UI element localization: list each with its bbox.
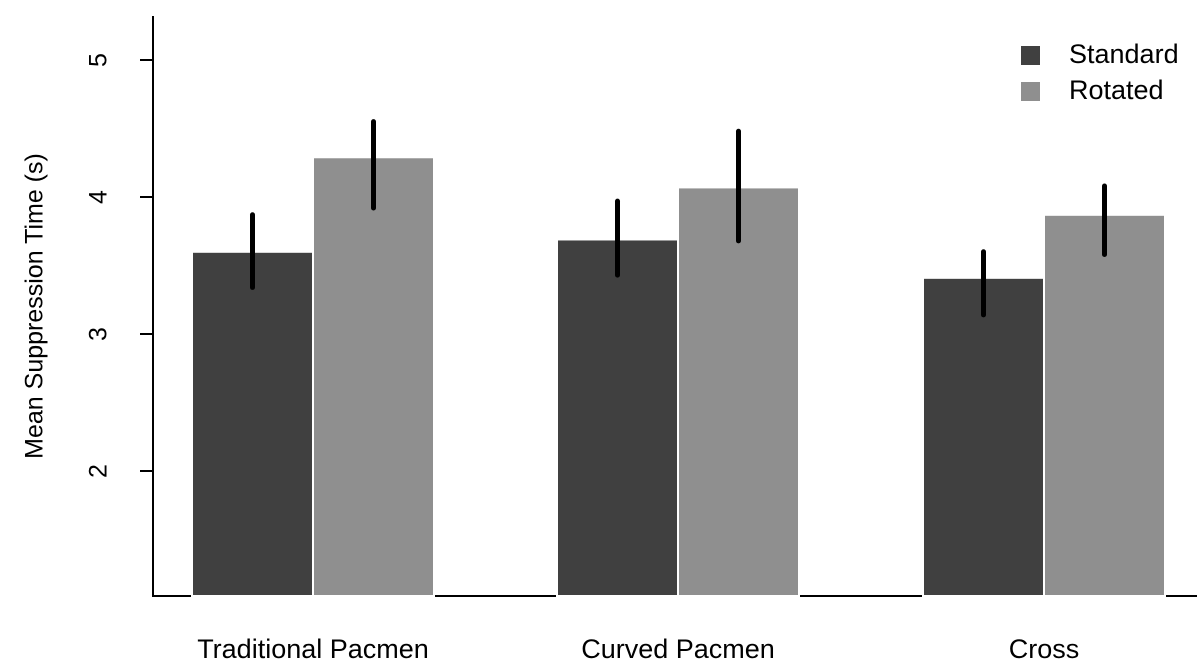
bar-rotated xyxy=(677,186,800,597)
legend-label: Standard xyxy=(1069,39,1179,69)
bars xyxy=(191,156,1166,598)
legend-swatch xyxy=(1021,82,1040,101)
bar-rotated xyxy=(312,156,435,598)
bar-rotated xyxy=(1043,213,1166,597)
x-tick-labels: Traditional Pacmen Curved Pacmen Cross xyxy=(197,634,1079,664)
x-tick-label: Traditional Pacmen xyxy=(197,634,429,664)
bar-standard xyxy=(191,250,314,598)
y-ticks: 2 3 4 5 xyxy=(85,53,153,478)
bar-standard xyxy=(556,238,679,597)
y-tick-label: 3 xyxy=(85,327,113,341)
legend: Standard Rotated xyxy=(1021,39,1179,105)
y-tick-label: 4 xyxy=(85,190,113,204)
x-tick-label: Curved Pacmen xyxy=(581,634,775,664)
legend-swatch xyxy=(1021,46,1040,65)
legend-label: Rotated xyxy=(1069,75,1164,105)
error-bars xyxy=(250,119,1107,318)
x-tick-label: Cross xyxy=(1009,634,1080,664)
y-tick-label: 5 xyxy=(85,53,113,67)
y-axis-label: Mean Suppression Time (s) xyxy=(21,153,49,459)
y-tick-label: 2 xyxy=(85,464,113,478)
bar-standard xyxy=(922,276,1045,597)
